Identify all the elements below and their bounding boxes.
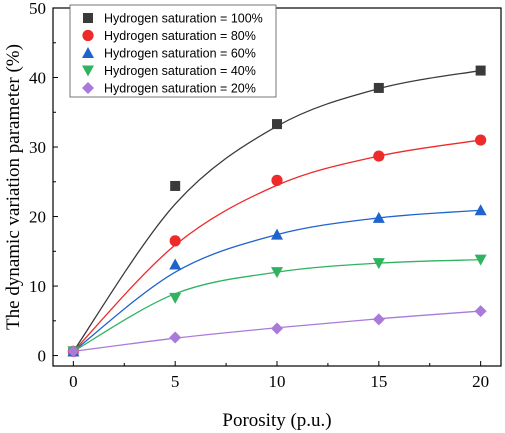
legend-marker (82, 29, 94, 42)
data-point (170, 180, 181, 191)
x-tick-label: 15 (370, 372, 387, 391)
y-tick-label: 50 (29, 0, 46, 18)
legend-label: Hydrogen saturation = 80% (104, 29, 256, 43)
legend-label: Hydrogen saturation = 20% (104, 82, 256, 96)
y-tick-label: 0 (38, 347, 47, 366)
data-point (373, 82, 384, 93)
fit-lines (72, 69, 481, 353)
x-axis-label: Porosity (p.u.) (222, 410, 331, 431)
data-point (67, 345, 80, 358)
x-tick-label: 20 (472, 372, 489, 391)
data-point (372, 313, 385, 326)
data-point (169, 331, 182, 344)
data-point (271, 228, 283, 240)
data-markers (67, 65, 487, 358)
legend-label: Hydrogen saturation = 60% (104, 47, 256, 61)
data-point (271, 267, 283, 279)
legend-marker (82, 65, 94, 77)
legend-label: Hydrogen saturation = 100% (104, 12, 263, 26)
data-point (475, 134, 487, 146)
y-axis-label: The dynamic variation parameter (%) (3, 44, 24, 330)
x-tick-label: 10 (269, 372, 286, 391)
legend: Hydrogen saturation = 100% Hydrogen satur… (69, 4, 277, 98)
y-tick-label: 30 (29, 138, 46, 157)
data-point (474, 204, 487, 216)
data-point (271, 322, 283, 335)
axes: 0 5 10 15 20 0 10 20 30 40 50 (29, 0, 489, 391)
fit-line-0 (72, 69, 481, 352)
x-tick-label: 0 (69, 372, 78, 391)
data-point (373, 150, 385, 162)
data-point (169, 235, 181, 247)
data-point (475, 65, 486, 76)
y-tick-label: 40 (29, 69, 46, 88)
legend-marker (82, 47, 94, 58)
data-point (474, 305, 487, 318)
legend-marker (83, 13, 93, 23)
data-point (272, 119, 282, 130)
x-tick-label: 5 (171, 372, 180, 391)
data-point (169, 258, 182, 270)
y-tick-label: 20 (29, 208, 46, 227)
fit-line-1 (72, 139, 481, 352)
data-point (372, 258, 385, 270)
data-point (474, 254, 487, 266)
legend-label: Hydrogen saturation = 40% (104, 64, 256, 78)
data-point (372, 211, 385, 223)
y-tick-label: 10 (29, 277, 46, 296)
data-point (271, 174, 283, 186)
data-point (169, 292, 182, 304)
legend-marker (82, 82, 94, 94)
legend-box (69, 4, 277, 98)
